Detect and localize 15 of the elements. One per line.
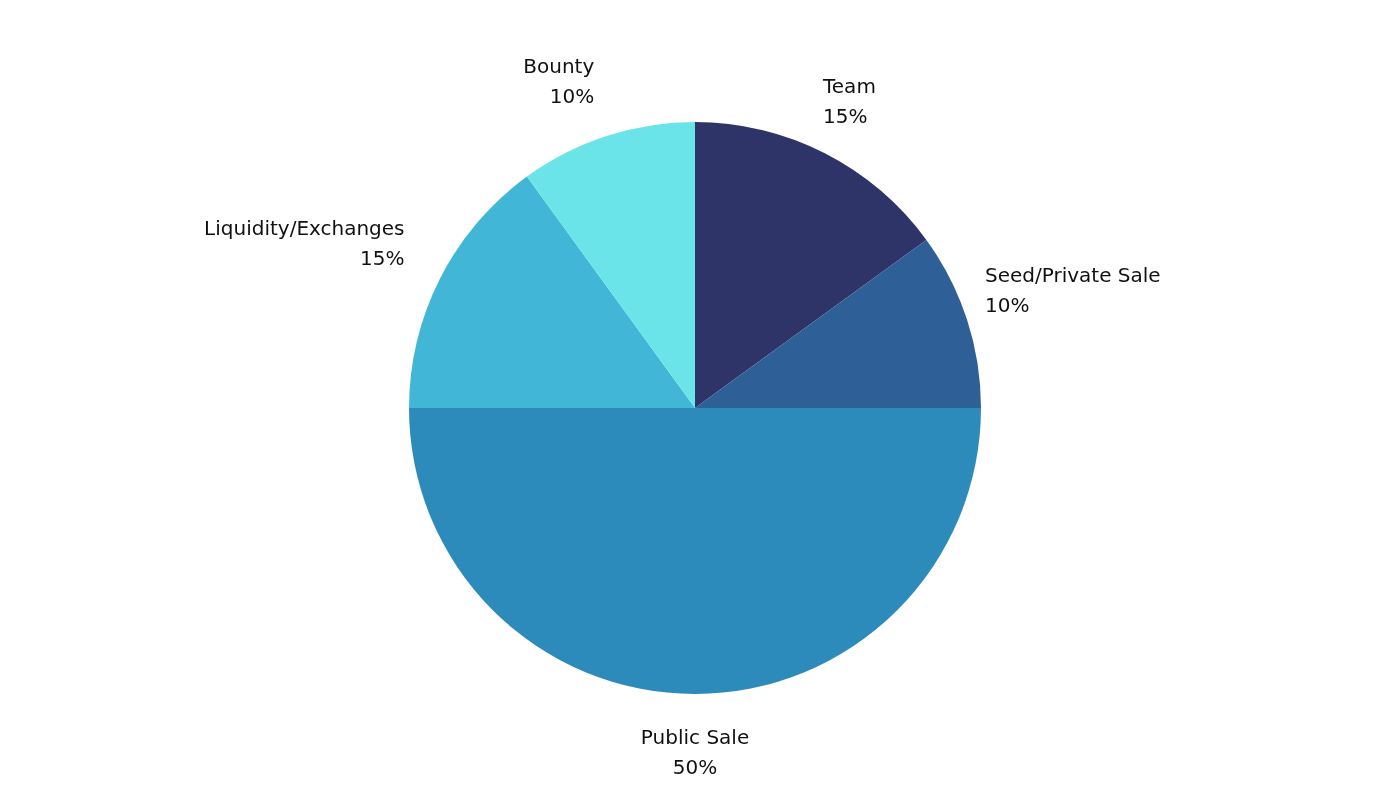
slice-label: Liquidity/Exchanges: [204, 216, 405, 240]
slice-label: Public Sale: [640, 725, 750, 749]
slice-label: Bounty: [523, 53, 595, 78]
slice-label: Team: [822, 73, 876, 98]
pie-slice: [409, 408, 981, 694]
pie-slice: [409, 176, 695, 408]
data-label: 15%: [823, 103, 868, 128]
pie-slice: [695, 122, 927, 408]
slice-label: Seed/Private Sale: [985, 263, 1161, 288]
pie-slice: [695, 239, 981, 408]
pie-slice: [526, 122, 695, 408]
data-label: 10%: [985, 293, 1030, 318]
data-label: 50%: [672, 755, 718, 779]
data-label: 15%: [360, 246, 405, 270]
data-label: 10%: [549, 83, 595, 108]
